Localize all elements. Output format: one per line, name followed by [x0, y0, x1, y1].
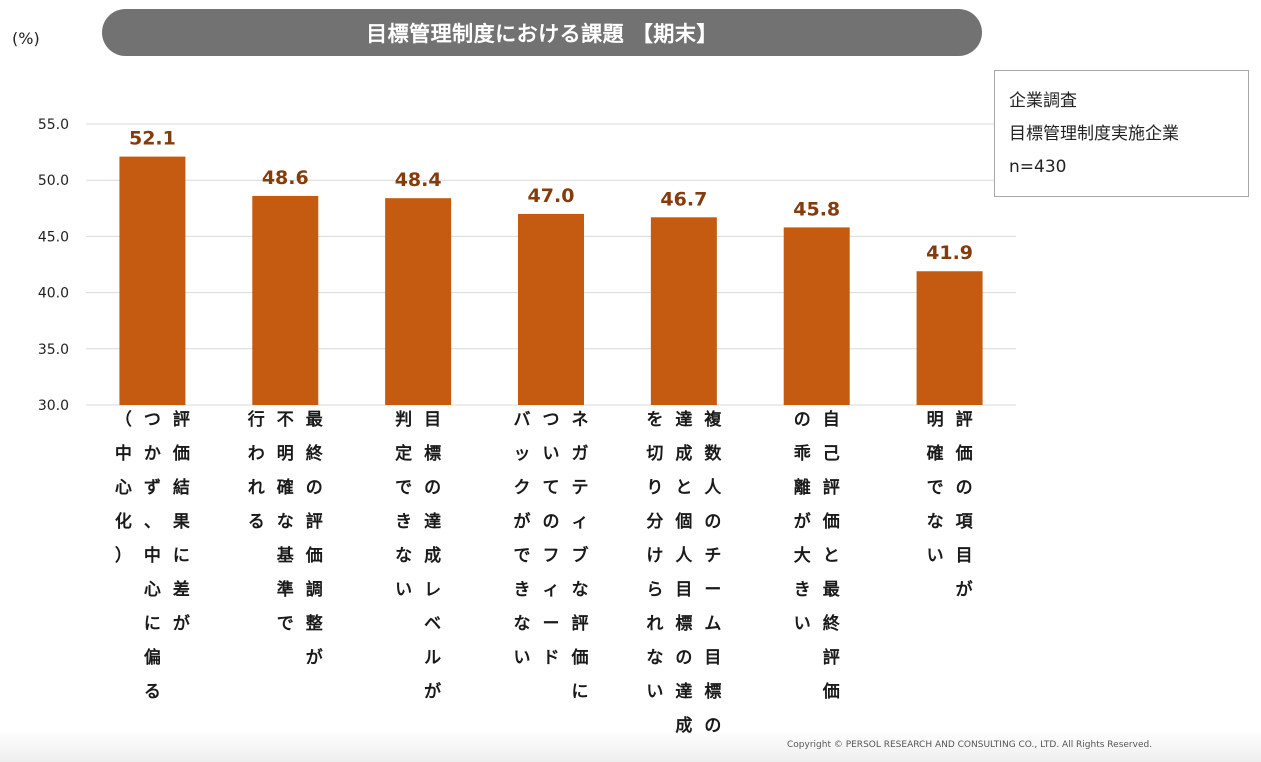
y-tick-label: 45.0	[38, 229, 69, 245]
category-label-column: を切り分けられない	[646, 410, 663, 702]
bars	[119, 156, 983, 405]
bar	[783, 227, 850, 405]
bar	[916, 271, 983, 405]
value-label: 47.0	[528, 185, 575, 207]
bar	[650, 217, 717, 405]
y-tick-label: 55.0	[38, 117, 69, 133]
value-label: 45.8	[793, 198, 840, 220]
value-label: 46.7	[660, 188, 707, 210]
legend-sample-size: n=430	[1009, 157, 1067, 177]
category-label-column: 不明確な基準で	[276, 410, 295, 634]
legend-survey-type: 企業調査	[1009, 91, 1077, 111]
chart-title: 目標管理制度における課題 【期末】	[102, 9, 982, 56]
value-label: 48.6	[262, 167, 309, 189]
y-tick-label: 50.0	[38, 173, 69, 189]
category-label-column: 複数人のチーム目標の	[703, 409, 722, 736]
bar	[119, 156, 186, 405]
category-label-column: の乖離が大きい	[794, 410, 811, 634]
category-label-column: （中心化）	[115, 409, 132, 566]
category-label-column: 目標の達成レベルが	[424, 410, 441, 702]
value-label: 52.1	[129, 128, 176, 150]
category-label-column: つかず、中心に偏る	[144, 410, 161, 702]
category-label-column: 判定できない	[395, 410, 412, 600]
category-label-column: 評価の項目が	[955, 409, 974, 600]
bar	[518, 213, 584, 405]
category-label-column: 自己評価と最終評価	[822, 409, 841, 702]
category-label-column: 最終の評価調整が	[305, 410, 324, 668]
value-label: 48.4	[395, 169, 442, 191]
value-label: 41.9	[926, 242, 973, 264]
category-label-column: 明確でない	[927, 410, 944, 566]
legend-population: 目標管理制度実施企業	[1009, 124, 1179, 144]
legend-box: 企業調査 目標管理制度実施企業 n=430	[994, 70, 1249, 197]
y-axis-ticks: 55.0 50.0 45.0 40.0 35.0 30.0	[38, 117, 69, 414]
bar	[385, 198, 452, 405]
category-label-column: 評価結果に差が	[172, 409, 190, 634]
y-tick-label: 30.0	[38, 398, 69, 414]
category-label-column: ついてのフィード	[543, 410, 560, 668]
y-tick-label: 35.0	[38, 342, 69, 358]
category-label-column: バックができない	[514, 410, 531, 668]
y-axis-unit-label: (%)	[12, 29, 40, 48]
y-tick-label: 40.0	[38, 286, 69, 302]
value-labels: 52.1 48.6 48.4 47.0 46.7 45.8 41.9	[129, 128, 973, 265]
copyright-notice: Copyright © PERSOL RESEARCH AND CONSULTI…	[787, 740, 1153, 750]
category-label-column: ネガティブな評価に	[571, 410, 589, 702]
bar	[252, 195, 319, 405]
category-label-column: 行われる	[247, 409, 265, 532]
category-label-column: 達成と個人目標の達成	[674, 410, 693, 736]
